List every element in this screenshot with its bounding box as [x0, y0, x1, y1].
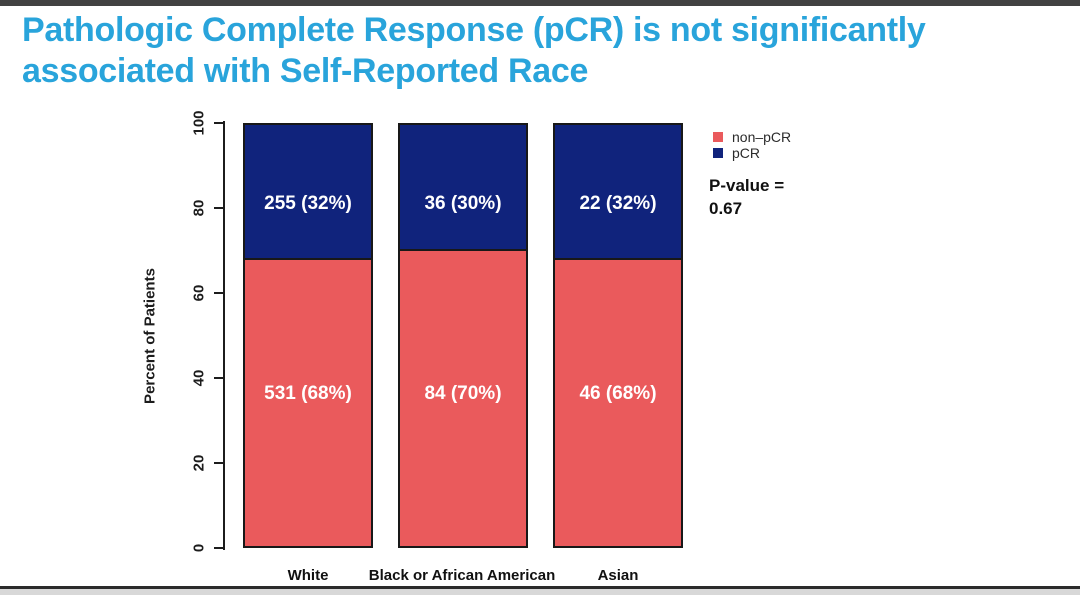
p-value-number: 0.67 [709, 199, 743, 218]
bar-black-or-african-american-pcr-label: 36 (30%) [424, 193, 502, 214]
x-category-label-asian: Asian [597, 567, 639, 584]
x-category-label-black-or-african-american: Black or African American [368, 567, 556, 584]
page-title: Pathologic Complete Response (pCR) is no… [22, 10, 1052, 92]
y-tick-40 [214, 377, 224, 379]
page-title-line1: Pathologic Complete Response (pCR) is no… [22, 11, 926, 49]
p-value-annotation: P-value = 0.67 [709, 174, 784, 220]
y-axis-title: Percent of Patients [141, 268, 159, 404]
bar-white-pcr-segment [245, 125, 371, 260]
bar-white-pcr-label: 255 (32%) [264, 193, 352, 214]
page-title-line2: associated with Self-Reported Race [22, 52, 589, 90]
y-tick-60 [214, 292, 224, 294]
bar-black-or-african-american-nonpcr-segment [400, 251, 526, 546]
bar-white: 255 (32%) 531 (68%) [243, 123, 373, 548]
bottom-border-line [0, 586, 1080, 589]
bar-white-nonpcr-label: 531 (68%) [264, 383, 352, 404]
bar-asian-nonpcr-segment [555, 259, 681, 546]
bar-asian-pcr-segment [555, 125, 681, 260]
y-tick-label-80: 80 [190, 199, 208, 217]
p-value-label: P-value = [709, 176, 785, 195]
bar-black-or-african-american-nonpcr-label: 84 (70%) [424, 383, 502, 404]
legend-item-nonpcr: non–pCR [713, 129, 792, 145]
legend-swatch-pcr [713, 148, 723, 158]
legend: non–pCR pCR [713, 129, 792, 163]
legend-item-pcr: pCR [713, 145, 791, 161]
top-border-strip [0, 0, 1080, 6]
legend-label-nonpcr: non–pCR [732, 129, 792, 145]
bottom-border-strip [0, 589, 1080, 595]
bar-black-or-african-american-pcr-segment [400, 125, 526, 252]
y-tick-label-20: 20 [190, 454, 208, 472]
legend-label-pcr: pCR [732, 145, 761, 161]
y-tick-label-0: 0 [190, 543, 208, 553]
bar-asian: 22 (32%) 46 (68%) [553, 123, 683, 548]
y-tick-label-40: 40 [190, 369, 208, 387]
y-tick-20 [214, 462, 224, 464]
x-category-label-white: White [287, 567, 329, 584]
legend-swatch-nonpcr [713, 132, 723, 142]
bar-asian-nonpcr-label: 46 (68%) [579, 383, 657, 404]
y-axis-line [223, 121, 225, 550]
y-tick-100 [214, 122, 224, 124]
bar-asian-pcr-label: 22 (32%) [579, 193, 657, 214]
y-tick-80 [214, 207, 224, 209]
bar-black-or-african-american: 36 (30%) 84 (70%) [398, 123, 528, 548]
y-tick-label-60: 60 [190, 284, 208, 302]
y-tick-label-100: 100 [190, 110, 208, 136]
y-tick-0 [214, 547, 224, 549]
bar-white-nonpcr-segment [245, 259, 371, 546]
